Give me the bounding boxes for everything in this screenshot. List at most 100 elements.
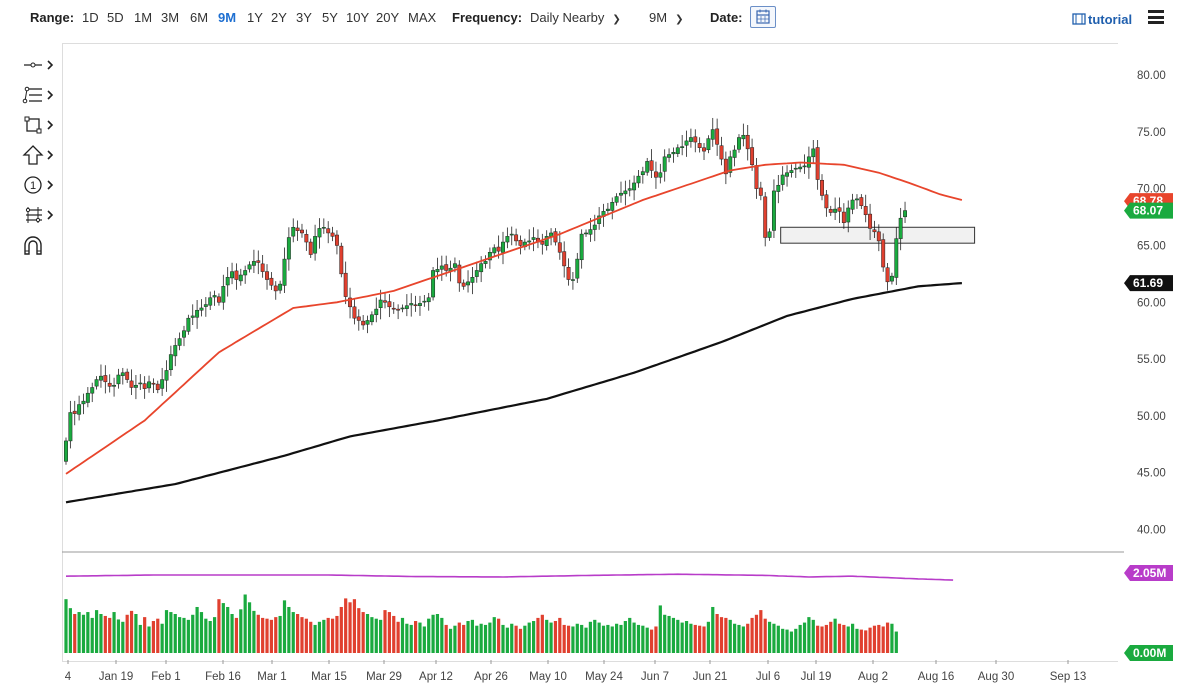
tutorial-link[interactable]: tutorial — [1072, 12, 1132, 27]
volume-bar — [400, 617, 405, 653]
candle-body — [868, 213, 873, 229]
candle-body — [802, 165, 807, 168]
volume-bar — [575, 623, 579, 653]
rectangle-tool[interactable] — [18, 112, 60, 138]
price-tick-label: 75.00 — [1137, 127, 1166, 139]
candle — [828, 205, 833, 216]
range-button-5y[interactable]: 5Y — [322, 10, 338, 25]
candle-body — [837, 207, 842, 212]
fib-levels-icon — [22, 86, 54, 104]
slow-ma-price-badge-shape — [1124, 275, 1173, 292]
range-button-5d[interactable]: 5D — [107, 10, 124, 25]
volume-bar — [492, 617, 496, 653]
volume-bar — [798, 624, 802, 653]
volume-bar — [387, 612, 391, 653]
range-button-20y[interactable]: 20Y — [376, 10, 400, 25]
last-price-badge-shape — [1124, 202, 1173, 219]
range-button-10y[interactable]: 10Y — [346, 10, 370, 25]
candle — [702, 142, 706, 160]
arrow-tool[interactable] — [18, 142, 60, 168]
candle-body — [238, 274, 243, 282]
volume-bar — [103, 615, 107, 653]
candle-body — [649, 160, 654, 171]
candle — [431, 267, 436, 301]
range-button-9m[interactable]: 9M — [218, 10, 237, 25]
volume-bar — [894, 631, 898, 653]
frequency-dropdown[interactable]: Daily Nearby ❯ — [530, 10, 621, 25]
hamburger-menu-icon[interactable] — [1148, 10, 1164, 24]
line-tool[interactable] — [18, 52, 60, 78]
candle — [697, 137, 702, 153]
candle — [173, 337, 178, 367]
volume-bar — [558, 617, 562, 653]
candle-body — [841, 211, 846, 223]
price-tick-label: 70.00 — [1137, 184, 1166, 196]
volume-bar — [138, 624, 142, 653]
candle — [369, 311, 374, 326]
volume-bar — [811, 619, 815, 653]
pitchfork-tool[interactable] — [18, 202, 60, 228]
candle — [77, 395, 82, 421]
fib-levels-tool[interactable] — [18, 82, 60, 108]
range-button-3y[interactable]: 3Y — [296, 10, 312, 25]
candle-body — [164, 370, 169, 381]
range-button-6m[interactable]: 6M — [190, 10, 209, 25]
candle — [780, 166, 785, 191]
candle — [846, 200, 851, 233]
candle — [234, 263, 239, 290]
candle — [330, 226, 335, 242]
rectangle-tool-icon — [24, 116, 54, 134]
volume-zero-badge: 0.00M — [1124, 645, 1173, 661]
period-dropdown[interactable]: 9M ❯ — [649, 10, 683, 25]
candle-body — [702, 147, 706, 152]
line-tool-icon — [24, 60, 54, 70]
candle-body — [461, 282, 466, 287]
candle — [133, 375, 138, 400]
volume-average-badge: 2.05M — [1124, 565, 1173, 582]
candle-body — [243, 270, 248, 276]
candle — [99, 364, 103, 388]
range-button-1d[interactable]: 1D — [82, 10, 99, 25]
volume-bar — [191, 614, 195, 653]
candle-body — [321, 227, 326, 229]
candle — [619, 181, 623, 203]
number-marker-tool[interactable]: 1 — [18, 172, 60, 198]
volume-bar — [676, 619, 680, 653]
candle — [68, 400, 73, 449]
range-button-max[interactable]: MAX — [408, 10, 437, 25]
volume-bar — [885, 622, 890, 653]
candle-body — [662, 156, 667, 172]
candle-body — [811, 148, 816, 158]
film-icon — [1072, 13, 1086, 25]
magnet-tool[interactable] — [18, 232, 60, 258]
volume-bar — [711, 606, 715, 653]
slow-moving-average-line — [65, 282, 962, 504]
volume-bar — [881, 626, 885, 653]
frequency-value: Daily Nearby — [530, 10, 605, 25]
range-button-2y[interactable]: 2Y — [271, 10, 287, 25]
candle — [859, 194, 864, 210]
candle-body — [291, 227, 296, 237]
candle-body — [326, 228, 331, 234]
calendar-button[interactable] — [750, 6, 776, 28]
range-button-1m[interactable]: 1M — [134, 10, 153, 25]
volume-bar — [715, 614, 719, 653]
volume-bar — [789, 631, 794, 653]
candle — [509, 226, 514, 246]
range-button-1y[interactable]: 1Y — [247, 10, 263, 25]
volume-bar — [151, 621, 155, 653]
candle — [265, 264, 269, 290]
candle-body — [754, 165, 759, 189]
candle — [649, 149, 654, 178]
volume-bar — [566, 625, 571, 653]
candle — [208, 291, 213, 310]
volume-bar — [802, 622, 807, 653]
candle-body — [77, 404, 82, 415]
candle-body — [260, 263, 265, 272]
candle-body — [688, 137, 693, 142]
candle — [212, 290, 217, 306]
range-button-3m[interactable]: 3M — [161, 10, 180, 25]
candle-body — [496, 246, 501, 252]
volume-bar — [645, 627, 649, 653]
